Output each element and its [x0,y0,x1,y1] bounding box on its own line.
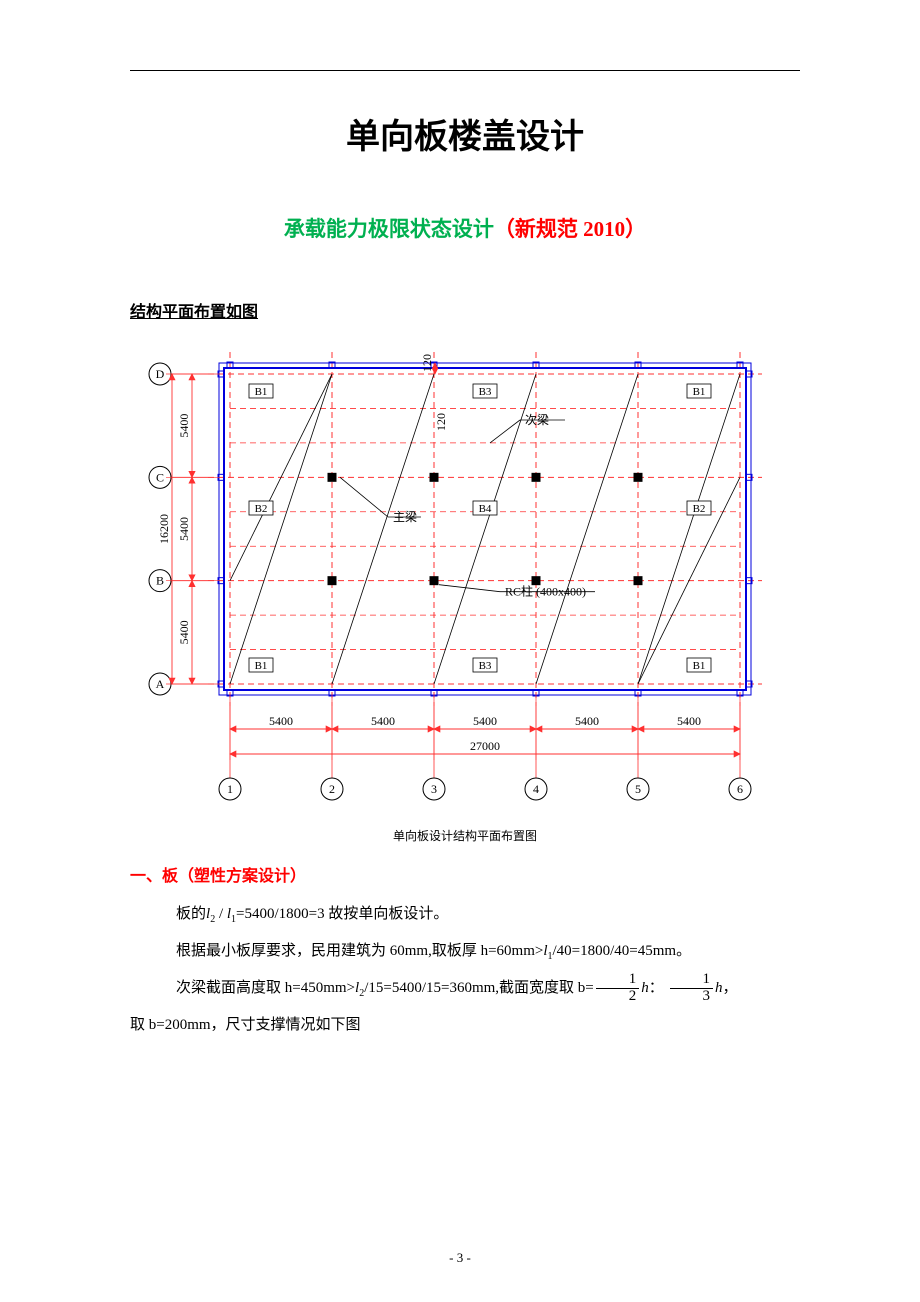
p2b: /40=1800/40=45mm。 [553,943,692,959]
p3c: ： [649,980,664,996]
svg-text:B3: B3 [479,386,492,398]
svg-text:B4: B4 [479,503,492,515]
svg-text:B1: B1 [255,386,268,398]
svg-text:B: B [156,574,164,588]
svg-text:5400: 5400 [177,517,191,541]
p1a: 板的 [176,906,206,922]
svg-text:5400: 5400 [473,714,497,728]
svg-text:27000: 27000 [470,739,500,753]
doc-title: 单向板楼盖设计 [130,109,800,158]
svg-text:B1: B1 [255,660,268,672]
svg-text:4: 4 [533,782,539,796]
svg-text:16200: 16200 [157,514,171,544]
section-1-heading: 一、板（塑性方案设计） [130,862,800,886]
para-2: 根据最小板厚要求，民用建筑为 60mm,取板厚 h=60mm>l1/40=180… [146,935,796,968]
svg-text:B3: B3 [479,660,492,672]
svg-text:B1: B1 [693,386,706,398]
section-label: 结构平面布置如图 [130,298,800,322]
para-1: 板的l2 / l1=5400/1800=3 故按单向板设计。 [146,898,796,931]
svg-text:120: 120 [420,354,434,372]
svg-text:1: 1 [227,782,233,796]
svg-text:B2: B2 [255,503,268,515]
svg-text:5400: 5400 [371,714,395,728]
svg-text:C: C [156,470,164,484]
svg-text:5400: 5400 [177,620,191,644]
plan-diagram: B1B3B1B2B4B2B1B3B1次梁主梁RC柱 (400x400)12012… [140,334,780,809]
subtitle-red: （新规范 2010） [494,217,646,241]
svg-text:B2: B2 [693,503,706,515]
para-3: 次梁截面高度取 h=450mm>l2/15=5400/15=360mm,截面宽度… [146,972,796,1005]
svg-text:A: A [156,677,165,691]
svg-text:B1: B1 [693,660,706,672]
svg-text:5400: 5400 [677,714,701,728]
svg-text:RC柱 (400x400): RC柱 (400x400) [505,584,586,599]
svg-text:5: 5 [635,782,641,796]
svg-text:主梁: 主梁 [393,509,417,524]
p2a: 根据最小板厚要求，民用建筑为 60mm,取板厚 h=60mm> [176,943,543,959]
p3d: ， [723,980,738,996]
svg-text:5400: 5400 [177,414,191,438]
page-number: - 3 - [0,1250,920,1266]
svg-text:120: 120 [434,413,448,431]
p3b: /15=5400/15=360mm,截面宽度取 b= [364,980,594,996]
p3a: 次梁截面高度取 h=450mm> [176,980,355,996]
svg-text:2: 2 [329,782,335,796]
svg-text:6: 6 [737,782,743,796]
doc-subtitle: 承载能力极限状态设计（新规范 2010） [130,213,800,243]
page-top-rule [130,70,800,71]
svg-text:3: 3 [431,782,437,796]
svg-text:5400: 5400 [269,714,293,728]
para-4: 取 b=200mm，尺寸支撑情况如下图 [130,1009,796,1042]
svg-text:5400: 5400 [575,714,599,728]
diagram-caption: 单向板设计结构平面布置图 [130,827,800,844]
svg-text:D: D [156,367,165,381]
svg-text:次梁: 次梁 [525,412,549,427]
subtitle-green: 承载能力极限状态设计 [284,217,494,241]
p1b: =5400/1800=3 故按单向板设计。 [236,906,448,922]
